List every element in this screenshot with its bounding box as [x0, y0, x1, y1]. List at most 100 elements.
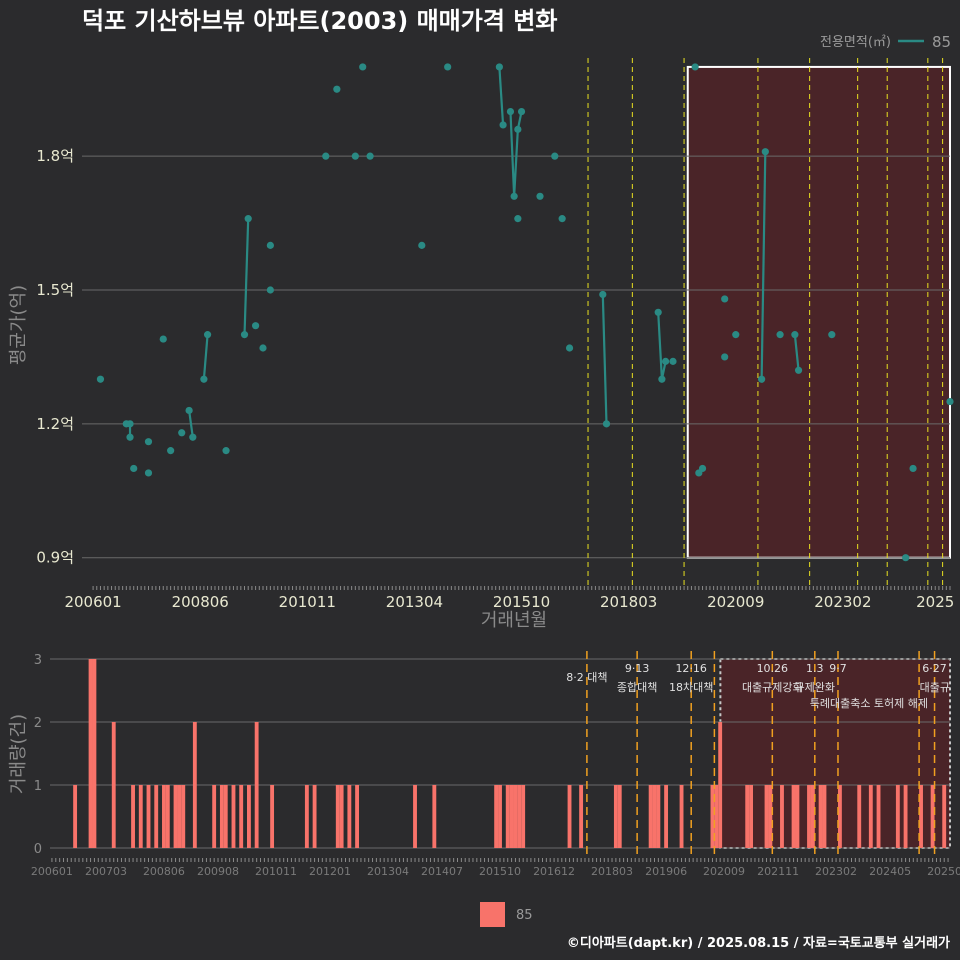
volume-bar — [868, 785, 873, 848]
top-x-tick-label: 200601 — [64, 593, 121, 611]
bottom-legend-swatch — [480, 902, 505, 927]
bottom-legend-item: 85 — [516, 908, 533, 923]
bottom-x-tick-label: 201304 — [367, 865, 409, 878]
volume-bar — [173, 785, 178, 848]
volume-panel: 0 1 2 3 8·2 대책 9·13 종합대책 12·16 18차대책 10.26 대출규제강화… — [8, 651, 960, 878]
price-point — [126, 433, 134, 441]
price-point — [444, 63, 452, 71]
price-point — [721, 353, 729, 361]
bottom-x-tick-label: 201510 — [479, 865, 521, 878]
volume-bar — [505, 785, 510, 848]
volume-bar — [223, 785, 228, 848]
price-point — [130, 464, 138, 473]
price-point — [658, 375, 666, 383]
price-point — [536, 192, 544, 200]
bottom-y-axis-title: 거래량(건) — [8, 714, 29, 794]
price-point — [514, 215, 522, 223]
event-date-label: 6·27 — [922, 662, 947, 675]
legend-item: 85 — [932, 33, 951, 51]
volume-bar — [780, 785, 784, 848]
event-policy-label: 대출규 — [920, 681, 950, 694]
volume-bar — [181, 785, 186, 848]
price-point — [322, 152, 330, 160]
top-x-tick-label: 200806 — [172, 593, 229, 611]
price-point — [495, 63, 503, 71]
legend-title: 전용면적(㎡) — [820, 35, 891, 50]
price-line-segment — [657, 312, 667, 380]
price-point — [366, 152, 374, 160]
price-point — [203, 331, 212, 339]
volume-bar — [73, 785, 78, 848]
volume-bar — [246, 785, 251, 848]
price-point — [902, 554, 910, 562]
price-point — [266, 241, 274, 249]
volume-bar — [876, 785, 881, 848]
volume-bar — [903, 785, 908, 848]
volume-bar — [231, 785, 236, 848]
price-point — [266, 286, 274, 294]
price-point — [259, 344, 267, 352]
volume-bar — [517, 785, 522, 848]
price-point — [794, 366, 803, 374]
price-point — [946, 397, 954, 406]
volume-bar — [270, 785, 275, 848]
bottom-x-tick-label: 201803 — [591, 865, 633, 878]
bottom-x-tick-label: 201612 — [533, 865, 575, 878]
price-point — [499, 121, 507, 129]
price-point — [691, 63, 699, 71]
bottom-x-tick-label: 200908 — [197, 865, 239, 878]
bottom-x-tick-label: 201201 — [309, 865, 351, 878]
volume-bar — [895, 785, 900, 848]
volume-bar — [652, 785, 657, 848]
bottom-x-tick-label: 200703 — [85, 865, 127, 878]
volume-bar — [494, 785, 499, 848]
price-point — [418, 241, 426, 249]
price-point — [222, 447, 230, 455]
price-line-segment — [188, 410, 194, 438]
top-y-tick-label: 0.9억 — [36, 549, 74, 567]
volume-bar — [664, 785, 669, 848]
price-point — [159, 335, 167, 343]
top-x-tick-label: 201510 — [493, 593, 550, 611]
event-date-label: 1.3 — [806, 662, 824, 675]
volume-bar — [567, 785, 572, 848]
price-point — [333, 85, 341, 93]
price-line-segment — [202, 334, 209, 380]
volume-bar — [192, 722, 197, 848]
volume-bar — [146, 785, 151, 848]
volume-bar — [613, 785, 618, 848]
volume-bar — [807, 785, 811, 848]
volume-bar — [138, 785, 143, 848]
bottom-x-tick-label: 200806 — [143, 865, 185, 878]
volume-bar — [177, 785, 182, 848]
price-panel: 0.9억 1.2억 1.5억 1.8억 200601 200806 201011 20130… — [8, 58, 954, 631]
volume-bar — [162, 785, 166, 848]
volume-bar — [764, 785, 769, 848]
bottom-x-tick-label: 202508 — [927, 865, 960, 878]
price-point — [185, 406, 193, 415]
volume-bar — [521, 785, 526, 848]
bottom-x-tick-label: 202405 — [869, 865, 911, 878]
top-highlight-box — [686, 65, 951, 559]
price-point — [828, 331, 836, 339]
price-point — [761, 148, 769, 156]
price-point — [167, 447, 175, 455]
top-y-tick-label: 1.8억 — [36, 147, 74, 165]
event-date-label: 9·7 — [829, 662, 847, 675]
volume-bar — [312, 785, 317, 848]
volume-bar — [714, 785, 719, 848]
volume-bar — [111, 722, 116, 848]
top-x-tick-label: 201304 — [386, 593, 443, 611]
price-point — [510, 192, 518, 200]
volume-bar — [355, 785, 360, 848]
volume-bar — [131, 785, 135, 848]
top-x-axis-title: 거래년월 — [481, 610, 547, 631]
bottom-x-tick-label: 202302 — [815, 865, 857, 878]
volume-bar — [818, 785, 823, 848]
price-point — [200, 375, 208, 383]
volume-bar — [239, 785, 244, 848]
bottom-highlight-box — [719, 658, 951, 849]
event-policy-label: 8·2 대책 — [566, 671, 607, 684]
price-point — [654, 308, 662, 316]
price-point — [244, 215, 252, 223]
